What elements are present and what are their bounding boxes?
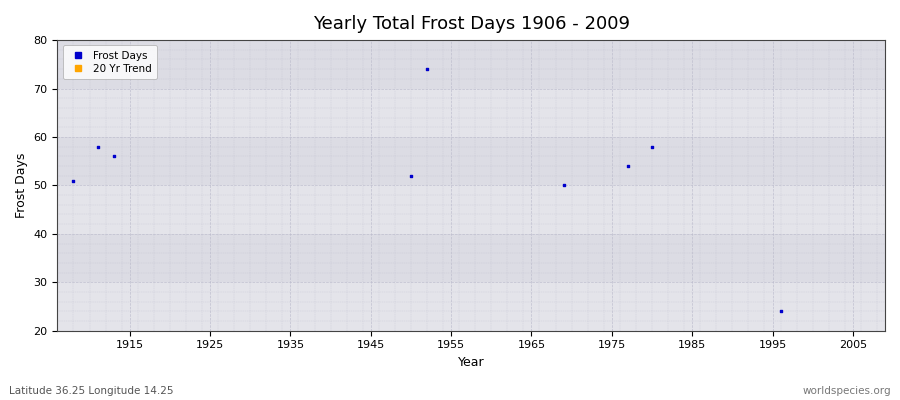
Y-axis label: Frost Days: Frost Days: [15, 153, 28, 218]
Title: Yearly Total Frost Days 1906 - 2009: Yearly Total Frost Days 1906 - 2009: [312, 15, 630, 33]
Point: [404, 172, 419, 179]
Bar: [58, 186, 885, 234]
Bar: [58, 88, 885, 137]
Point: [67, 177, 81, 184]
Bar: [58, 40, 885, 88]
Text: Latitude 36.25 Longitude 14.25: Latitude 36.25 Longitude 14.25: [9, 386, 174, 396]
Point: [419, 66, 434, 72]
Point: [644, 144, 659, 150]
Point: [621, 163, 635, 169]
Point: [106, 153, 121, 160]
Text: worldspecies.org: worldspecies.org: [803, 386, 891, 396]
Bar: [58, 137, 885, 186]
X-axis label: Year: Year: [458, 356, 484, 369]
Bar: [58, 282, 885, 331]
Bar: [58, 234, 885, 282]
Legend: Frost Days, 20 Yr Trend: Frost Days, 20 Yr Trend: [63, 45, 157, 79]
Point: [773, 308, 788, 314]
Point: [90, 144, 104, 150]
Point: [556, 182, 571, 189]
